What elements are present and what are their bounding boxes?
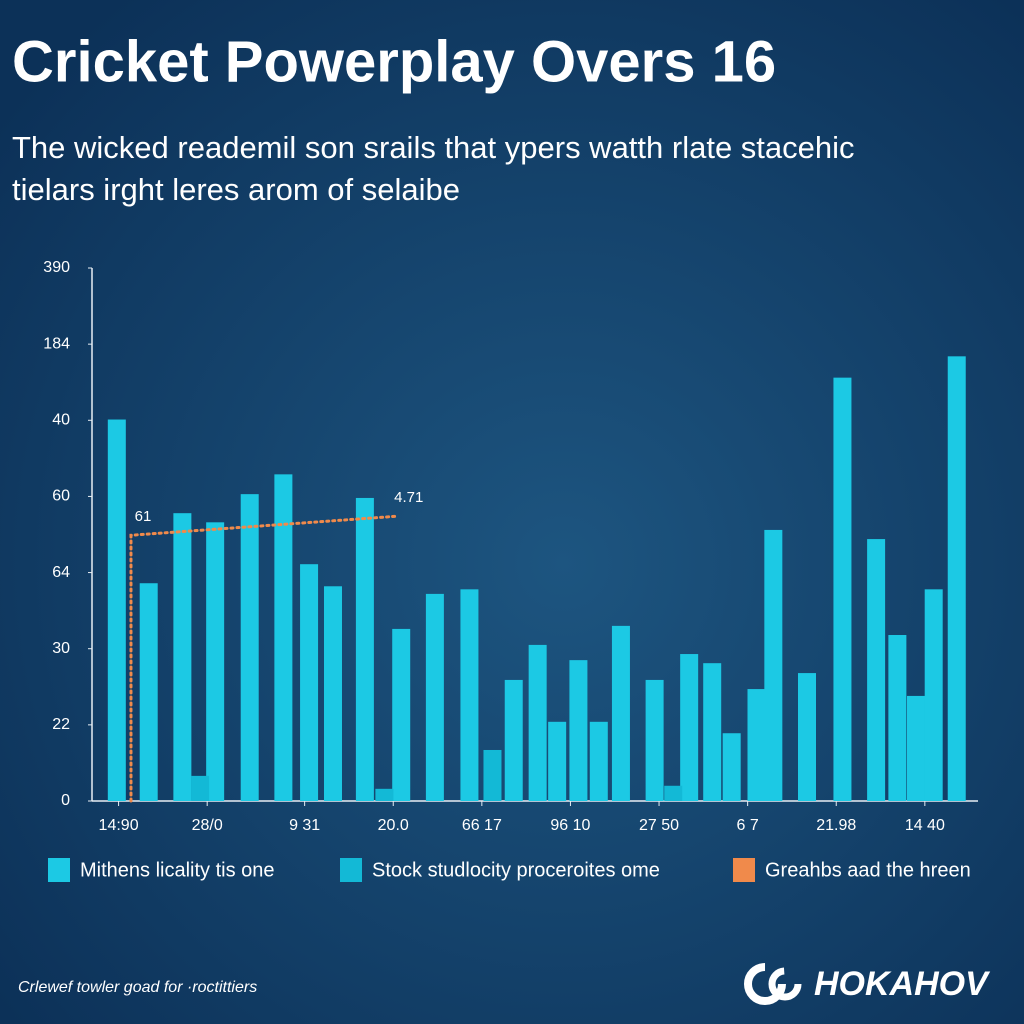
data-label: 4.71 [394,489,423,506]
bar [323,586,342,801]
bar [611,625,630,801]
bar [680,654,699,801]
chart-title: Cricket Powerplay Overs 16 [12,29,776,94]
x-tick-label: 6 7 [737,817,759,834]
bar [460,589,479,801]
x-tick-label: 96 10 [550,817,590,834]
bar [888,635,907,801]
bar [906,695,925,801]
legend-swatch [48,858,70,882]
bar [392,628,411,801]
y-tick-label: 184 [43,335,70,352]
logo-icon [768,967,802,1001]
x-tick-label: 20.0 [378,817,409,834]
bar [747,689,766,801]
x-tick-label: 28/0 [192,817,223,834]
y-tick-label: 60 [52,488,70,505]
bar [722,733,741,801]
bar [924,589,943,801]
brand-logo: HOKAHOV [744,963,991,1005]
y-tick-label: 40 [52,412,70,429]
x-tick-label: 14:90 [99,817,139,834]
y-tick-label: 390 [43,259,70,276]
bar [173,513,192,801]
y-tick-label: 30 [52,640,70,657]
x-tick-label: 14 40 [905,817,945,834]
legend-label: Greahbs aad the hreen [765,859,971,881]
bar [703,663,722,801]
bar [664,785,683,801]
legend-swatch [733,858,755,882]
y-tick-label: 22 [52,716,70,733]
bar [764,529,783,801]
bar [300,564,319,801]
footer: Crlewef towler goad for ·roctittiers [18,979,257,996]
data-label: 61 [135,508,152,525]
bar [569,660,588,801]
x-tick-label: 27 50 [639,817,679,834]
bar [355,497,374,801]
bar [425,593,444,801]
y-tick-label: 64 [52,564,70,581]
x-tick-label: 21.98 [816,817,856,834]
y-tick-label: 0 [61,792,70,809]
line [129,514,399,803]
bar [375,788,394,801]
legend-label: Mithens licality tis one [80,859,275,881]
x-tick-label: 9 31 [289,817,320,834]
bar [107,419,126,801]
bar [867,539,886,801]
bar [191,775,210,801]
bar [589,721,608,801]
bar [798,673,817,801]
bar [833,377,852,801]
bar [504,679,523,801]
logo-icon [744,963,786,1005]
bar [548,721,567,801]
bar [645,679,664,801]
chart-subtitle: tielars irght leres arom of selaibe [12,172,460,207]
bar [947,356,966,801]
legend-label: Stock studlocity proceroites ome [372,859,660,881]
legend-swatch [340,858,362,882]
bar [139,583,158,801]
brand-name: HOKAHOV [814,965,991,1003]
bar [528,644,547,801]
bar [240,494,259,801]
bar [483,749,502,801]
x-tick-label: 66 17 [462,817,502,834]
bar [274,474,293,801]
bar [206,522,225,801]
chart-subtitle: The wicked reademil son srails that yper… [12,130,855,165]
